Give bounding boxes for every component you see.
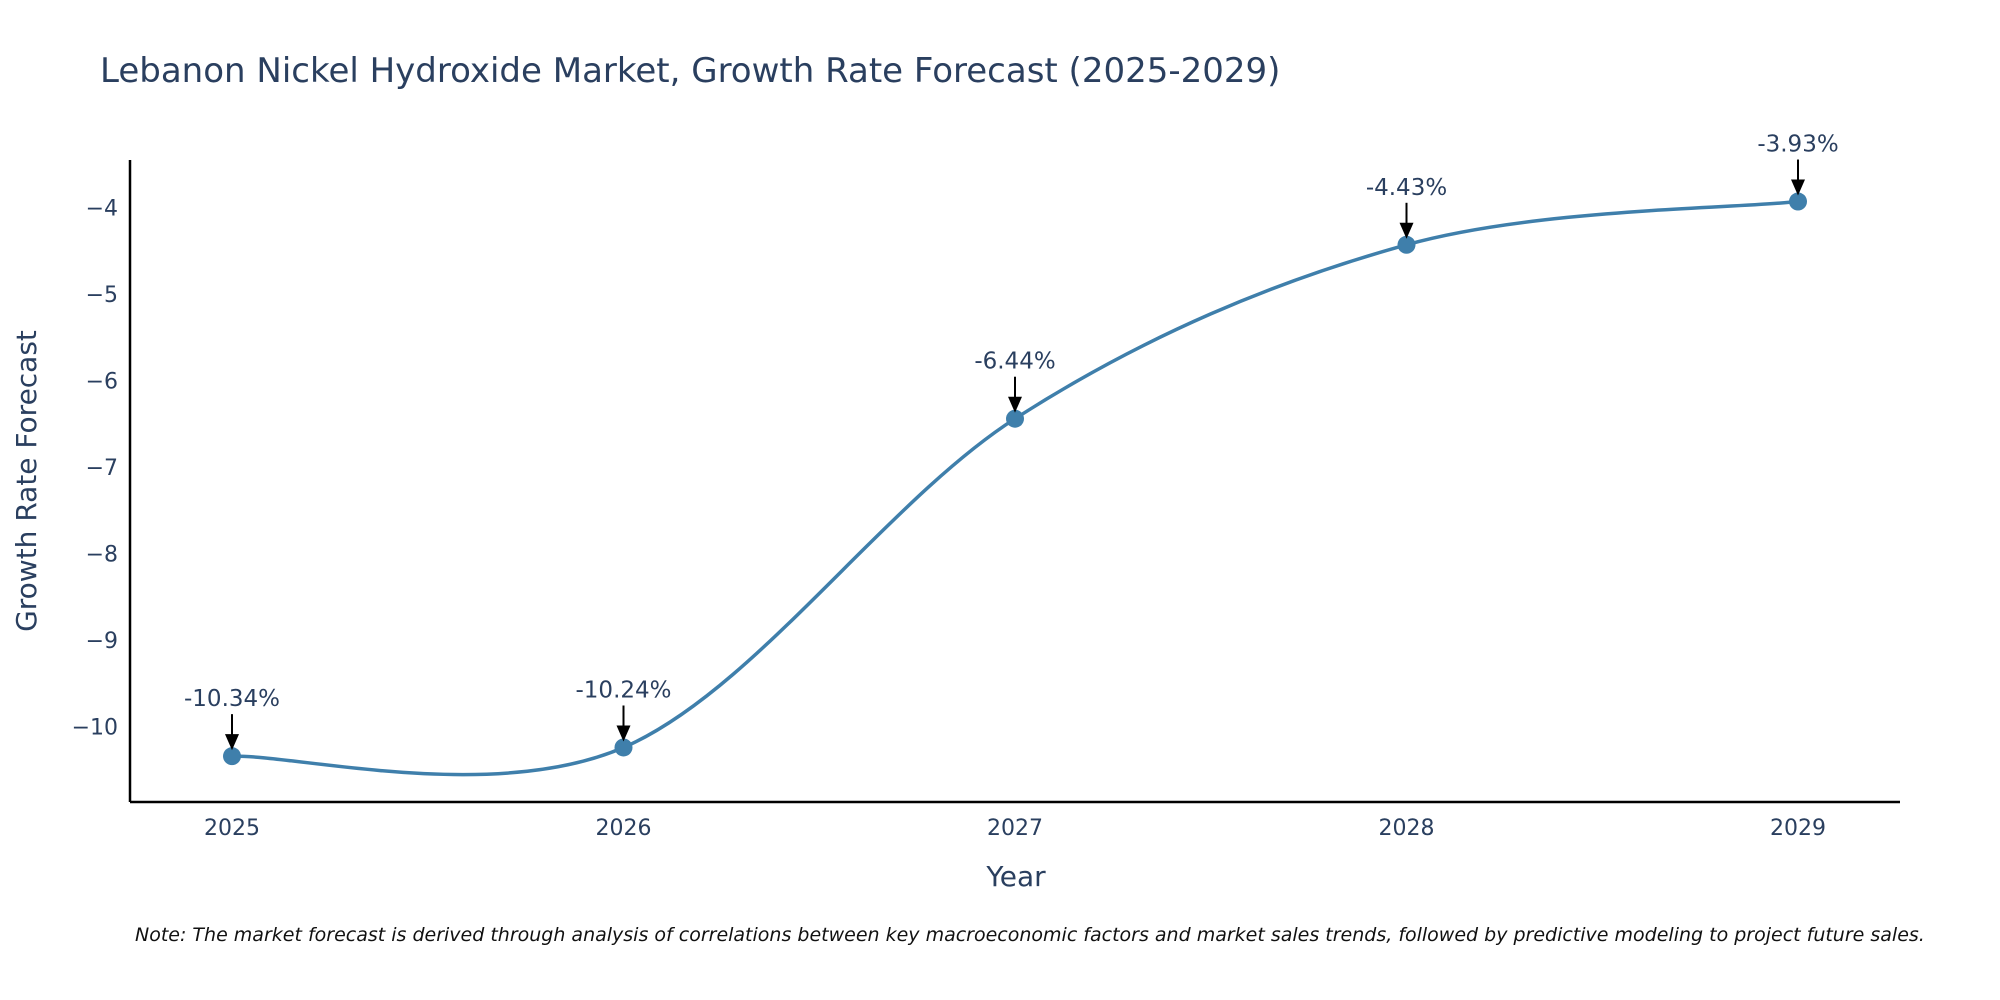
x-tick-label: 2027 <box>987 816 1043 841</box>
x-axis-title: Year <box>985 860 1046 893</box>
x-tick-label: 2026 <box>596 816 652 841</box>
annotation-arrow-head <box>616 725 631 742</box>
data-point-markers <box>223 192 1807 766</box>
annotation-arrow-head <box>1791 179 1805 196</box>
x-tick-label: 2028 <box>1379 816 1435 841</box>
y-tick-labels: −4 −5 −6 −7 −8 −9 −10 <box>72 197 118 741</box>
data-label: -6.44% <box>974 349 1055 375</box>
data-labels: -10.34% -10.24% -6.44% -4.43% -3.93% <box>184 132 1839 751</box>
x-tick-labels: 2025 2026 2027 2028 2029 <box>204 816 1826 841</box>
y-tick-label: −7 <box>86 456 118 481</box>
data-label: -4.43% <box>1366 175 1447 201</box>
annotation-arrow-head <box>225 734 239 751</box>
y-tick-label: −6 <box>86 370 118 395</box>
annotation-arrow-head <box>1399 222 1414 239</box>
data-label: -10.34% <box>184 686 280 712</box>
data-point-marker <box>1789 192 1807 211</box>
y-tick-label: −10 <box>72 716 118 741</box>
y-tick-label: −5 <box>86 283 118 308</box>
y-tick-label: −9 <box>86 629 118 654</box>
plot-area: −4 −5 −6 −7 −8 −9 −10 2025 2026 2027 2028 2029 -10… <box>72 132 1900 841</box>
growth-rate-series-line <box>231 199 1799 777</box>
data-point-marker <box>614 738 633 757</box>
x-tick-label: 2025 <box>204 816 260 841</box>
y-axis-title: Growth Rate Forecast <box>10 330 43 632</box>
data-label: -10.24% <box>576 677 672 703</box>
annotation-arrow-head <box>1008 396 1022 413</box>
data-point-marker <box>1006 409 1024 428</box>
y-tick-label: −4 <box>86 197 118 222</box>
forecast-note: Note: The market forecast is derived thr… <box>135 924 1925 946</box>
data-point-marker <box>223 747 241 766</box>
x-tick-label: 2029 <box>1770 816 1826 841</box>
data-point-marker <box>1397 235 1416 254</box>
data-label: -3.93% <box>1757 132 1838 158</box>
y-tick-label: −8 <box>86 543 118 568</box>
chart-title: Lebanon Nickel Hydroxide Market, Growth … <box>100 51 1280 91</box>
